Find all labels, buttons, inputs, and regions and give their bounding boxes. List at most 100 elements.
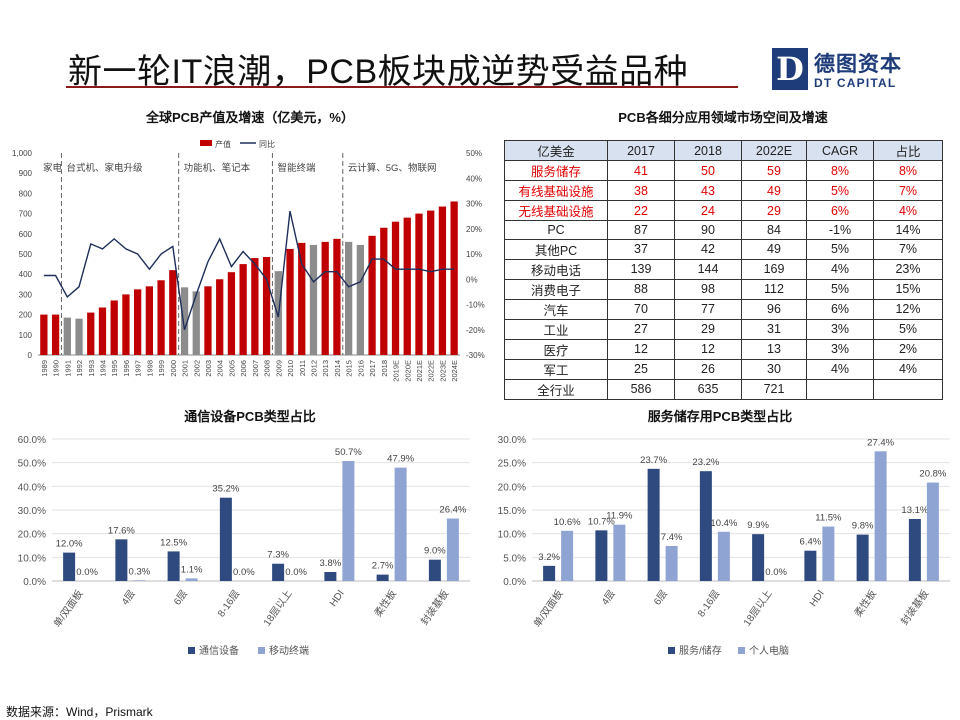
y-tick-label: 20.0% xyxy=(18,530,46,541)
table-header-row: 亿美金 2017 2018 2022E CAGR 占比 xyxy=(504,140,943,161)
x-tick-label: HDI xyxy=(808,588,827,608)
table-cell: 139 xyxy=(607,258,675,280)
data-label: 0.0% xyxy=(76,567,98,578)
legend-swatch-series-1 xyxy=(188,647,195,654)
table-cell: 77 xyxy=(674,298,742,320)
bar-output-value xyxy=(356,244,364,355)
table-row-label: 军工 xyxy=(504,358,608,380)
x-tick-label: 封装基板 xyxy=(898,587,932,627)
table-cell: 25 xyxy=(607,358,675,380)
x-tick-label: 2015 xyxy=(345,360,354,377)
table-col-header: 2017 xyxy=(607,140,675,161)
table-row-label: 汽车 xyxy=(504,298,608,320)
table-col-header: 2022E xyxy=(741,140,807,161)
chart-title-server-pcb: 服务储存用PCB类型占比 xyxy=(647,409,793,424)
x-tick-label: 1997 xyxy=(134,360,143,377)
bar-output-value xyxy=(180,287,189,355)
bar-output-value xyxy=(157,280,165,355)
y-right-tick-label: 10% xyxy=(466,250,482,259)
y-left-tick-label: 1,000 xyxy=(12,149,33,158)
table-cell: 29 xyxy=(741,200,807,221)
y-tick-label: 15.0% xyxy=(498,506,526,517)
data-label: 12.5% xyxy=(160,537,187,548)
x-tick-label: 封装基板 xyxy=(418,587,452,627)
x-tick-label: 8-16层 xyxy=(695,588,722,619)
x-tick-label: 2007 xyxy=(251,360,260,377)
data-label: 12.0% xyxy=(56,539,83,550)
data-label: 7.3% xyxy=(267,550,289,561)
table-cell: 12% xyxy=(873,298,943,320)
phase-label: 家电 xyxy=(43,162,63,174)
market-table: 亿美金 2017 2018 2022E CAGR 占比 服务储存 41 50 59 8%… xyxy=(504,140,943,400)
data-label: 0.0% xyxy=(765,567,787,578)
table-row-label: PC xyxy=(504,220,608,240)
data-label: 1.1% xyxy=(181,564,203,575)
phase-label: 云计算、5G、物联网 xyxy=(348,162,437,174)
bar-series-1 xyxy=(699,471,712,581)
data-label: 0.3% xyxy=(129,566,151,577)
table-cell: 721 xyxy=(741,378,807,400)
series-line-yoy xyxy=(43,210,455,331)
table-cell: 4% xyxy=(806,258,874,280)
x-tick-label: 2005 xyxy=(227,360,236,377)
table-row-label: 工业 xyxy=(504,318,608,340)
table-cell: 8% xyxy=(806,160,874,181)
chart-comm-pcb: 0.0% 10.0% 20.0% 30.0% 40.0% 50.0% 60.0% 12.0% 0… xyxy=(18,435,470,657)
x-tick-label: 单/双面板 xyxy=(50,587,85,630)
legend-swatch-series-1 xyxy=(668,647,675,654)
table-cell: 88 xyxy=(607,278,675,300)
table-cell: 5% xyxy=(806,238,874,260)
x-tick-label: 1999 xyxy=(157,360,166,377)
table-cell: 635 xyxy=(674,378,742,400)
bar-output-value xyxy=(98,307,107,355)
x-tick-label: 1994 xyxy=(98,360,107,377)
table-row-label: 移动电话 xyxy=(504,258,608,280)
y-right-tick-label: 20% xyxy=(466,225,482,234)
table-row: 全行业 586 635 721 xyxy=(504,378,943,400)
table-title-market: PCB各细分应用领域市场空间及增速 xyxy=(618,110,828,125)
bar-series-1 xyxy=(115,539,128,581)
legend-label: 产值 xyxy=(215,139,231,149)
legend-label: 移动终端 xyxy=(269,644,309,657)
bar-output-value xyxy=(145,286,153,355)
table-cell: 7% xyxy=(873,238,943,260)
bar-output-value xyxy=(380,227,388,355)
bar-output-value xyxy=(450,201,458,355)
bar-series-2 xyxy=(822,526,835,581)
x-tick-label: 1993 xyxy=(87,360,96,377)
x-tick-label: 1991 xyxy=(63,360,72,377)
table-cell: 26 xyxy=(674,358,742,380)
legend-swatch-output xyxy=(200,140,212,146)
table-cell: 2% xyxy=(873,338,943,360)
bar-series-2 xyxy=(613,524,626,581)
bar-output-value xyxy=(321,241,329,355)
table-cell: 112 xyxy=(741,278,807,300)
x-tick-label: 2018 xyxy=(380,360,389,377)
data-label: 2.7% xyxy=(372,561,394,572)
table-cell: 3% xyxy=(806,318,874,340)
bar-output-value xyxy=(333,238,341,355)
table-cell: 24 xyxy=(674,200,742,221)
data-label: 9.9% xyxy=(747,520,769,531)
x-tick-label: 1995 xyxy=(110,360,119,377)
y-right-tick-label: -10% xyxy=(466,301,485,310)
table-cell: 43 xyxy=(674,180,742,201)
x-tick-label: 2013 xyxy=(321,360,330,377)
bar-series-1 xyxy=(595,530,608,581)
logo-mark-letter: D xyxy=(776,50,804,88)
table-row: 消费电子 88 98 112 5% 15% xyxy=(504,278,943,300)
bar-series-1 xyxy=(219,497,232,581)
x-tick-label: 2024E xyxy=(450,360,459,382)
bar-output-value xyxy=(415,213,423,355)
chart-title-comm-pcb: 通信设备PCB类型占比 xyxy=(184,409,316,424)
chart-global-pcb: 0 100 200 300 400 500 600 700 800 900 1,000 -30% -20… xyxy=(12,139,485,382)
table-col-header: 亿美金 xyxy=(504,140,608,161)
bar-output-value xyxy=(75,318,83,355)
x-tick-label: 6层 xyxy=(651,588,670,608)
x-tick-label: 2000 xyxy=(169,360,178,377)
bar-series-2 xyxy=(185,578,198,581)
x-tick-label: 单/双面板 xyxy=(530,587,565,630)
y-tick-label: 20.0% xyxy=(498,482,526,493)
data-label: 47.9% xyxy=(387,454,414,465)
data-label: 13.1% xyxy=(901,505,928,516)
